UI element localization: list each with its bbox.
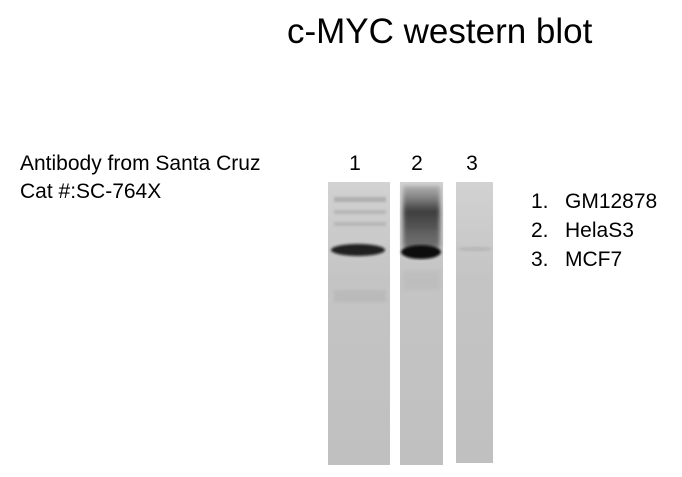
legend-number: 2. [531,219,549,242]
figure-title: c-MYC western blot [287,12,593,51]
legend-item: 1. GM12878 [531,187,657,216]
lane-1-main-band [331,244,385,256]
lane-1-bands [331,197,386,302]
lane-2-main-band [401,245,441,259]
lane-3-strip [456,182,493,463]
antibody-info: Antibody from Santa Cruz Cat #:SC-764X [20,150,260,206]
lane-3-main-band [458,246,492,252]
lane-3-number: 3 [466,152,478,175]
catalog-number: Cat #:SC-764X [20,180,162,203]
legend-label: GM12878 [565,190,658,213]
cell-line-legend: 1. GM12878 2. HelaS3 3. MCF7 [531,187,657,274]
lane-2-number: 2 [411,152,423,175]
legend-item: 3. MCF7 [531,245,657,274]
legend-number: 1. [531,190,549,213]
legend-item: 2. HelaS3 [531,216,657,245]
legend-number: 3. [531,248,549,271]
lane-1-number: 1 [349,152,361,175]
lane-3-bands [458,246,492,252]
antibody-source: Antibody from Santa Cruz [20,152,261,175]
legend-label: HelaS3 [565,219,634,242]
legend-label: MCF7 [565,248,623,271]
lane-1-strip [328,182,390,465]
lane-2-bands [401,186,441,290]
